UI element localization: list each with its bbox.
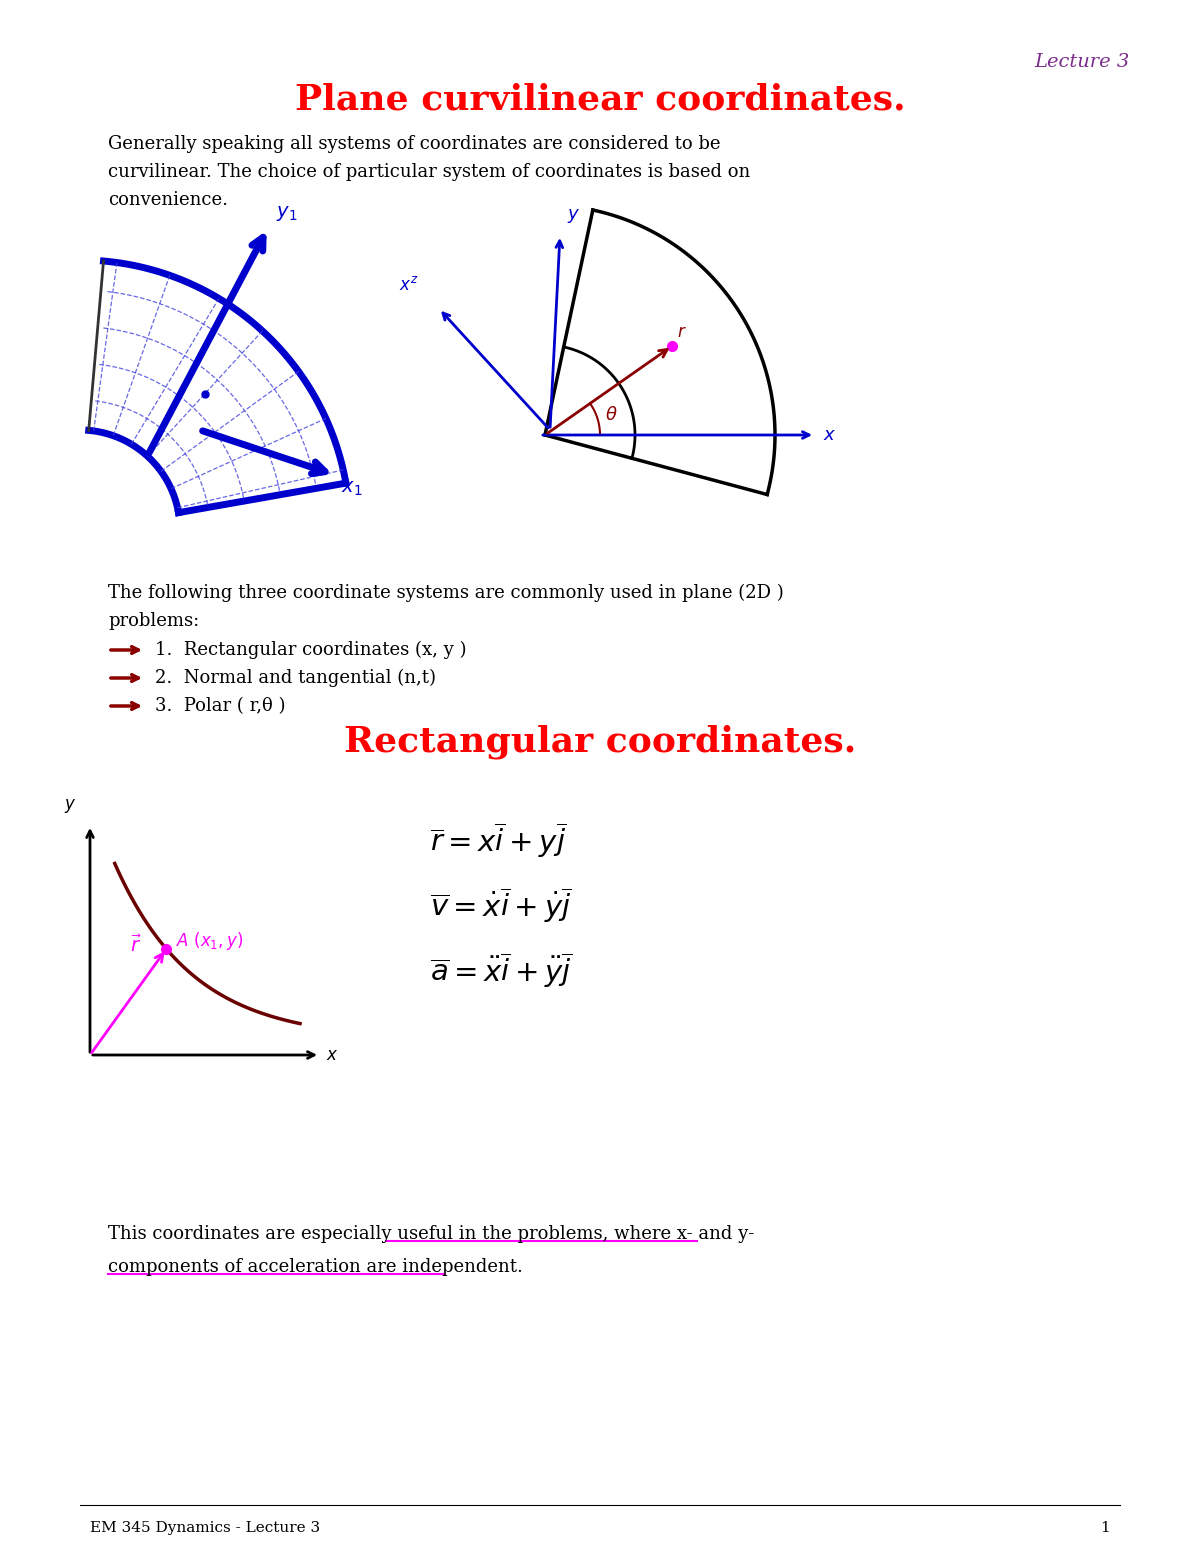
Text: $A\ (x_1, y)$: $A\ (x_1, y)$: [176, 930, 244, 952]
Text: Rectangular coordinates.: Rectangular coordinates.: [344, 725, 856, 759]
Text: Lecture 3: Lecture 3: [1034, 53, 1130, 71]
Text: $y$: $y$: [64, 797, 77, 815]
Text: $\overline{v} = \dot{x}\overline{i} + \dot{y}\overline{j}$: $\overline{v} = \dot{x}\overline{i} + \d…: [430, 885, 571, 924]
Text: The following three coordinate systems are commonly used in plane (2D )
problems: The following three coordinate systems a…: [108, 584, 784, 631]
Text: $x$: $x$: [326, 1047, 338, 1064]
Text: Plane curvilinear coordinates.: Plane curvilinear coordinates.: [295, 82, 905, 116]
Text: components of acceleration are independent.: components of acceleration are independe…: [108, 1258, 523, 1277]
Text: $\vec{r}$: $\vec{r}$: [130, 935, 142, 955]
Text: 1: 1: [1100, 1520, 1110, 1534]
Text: 2.  Normal and tangential (n,t): 2. Normal and tangential (n,t): [155, 669, 436, 686]
Text: $\overline{a} = \ddot{x}\overline{i} + \ddot{y}\overline{j}$: $\overline{a} = \ddot{x}\overline{i} + \…: [430, 950, 572, 989]
Text: $\overline{r} = x\overline{i} + y\overline{j}$: $\overline{r} = x\overline{i} + y\overli…: [430, 820, 566, 860]
Text: Generally speaking all systems of coordinates are considered to be
curvilinear. : Generally speaking all systems of coordi…: [108, 135, 750, 208]
Text: $x$: $x$: [823, 426, 836, 444]
Text: $y_1$: $y_1$: [276, 203, 298, 224]
Text: $\theta$: $\theta$: [605, 405, 618, 424]
Text: 3.  Polar ( r,θ ): 3. Polar ( r,θ ): [155, 697, 286, 714]
Text: $r$: $r$: [677, 325, 686, 342]
Text: $y$: $y$: [568, 207, 581, 225]
Text: EM 345 Dynamics - Lecture 3: EM 345 Dynamics - Lecture 3: [90, 1520, 320, 1534]
Text: $x^z$: $x^z$: [400, 275, 419, 294]
Text: This coordinates are especially useful in the problems, where x- and y-: This coordinates are especially useful i…: [108, 1225, 755, 1242]
Text: 1.  Rectangular coordinates (x, y ): 1. Rectangular coordinates (x, y ): [155, 641, 467, 658]
Text: $x_1$: $x_1$: [341, 480, 362, 499]
